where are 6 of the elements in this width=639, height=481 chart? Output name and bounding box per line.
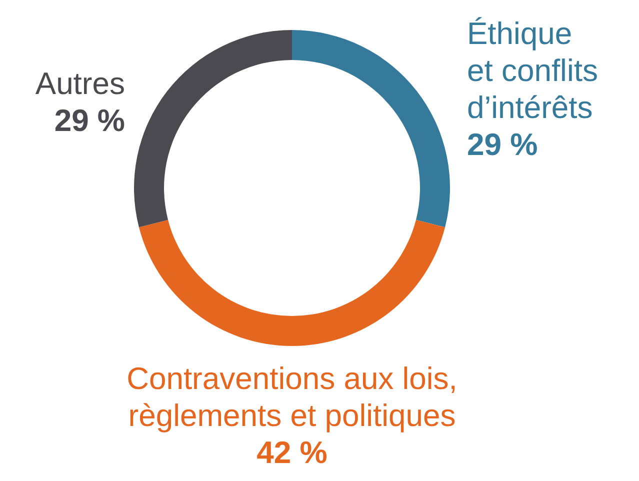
slice-label: Éthique et conflits d’intérêts bbox=[467, 16, 598, 125]
slice-label: Autres bbox=[35, 66, 125, 101]
data-label: 29 % bbox=[54, 103, 125, 138]
slice-label: Contraventions aux lois, règlements et politiques bbox=[126, 361, 458, 433]
data-label: 29 % bbox=[467, 127, 538, 162]
data-label: 42 % bbox=[256, 435, 328, 470]
